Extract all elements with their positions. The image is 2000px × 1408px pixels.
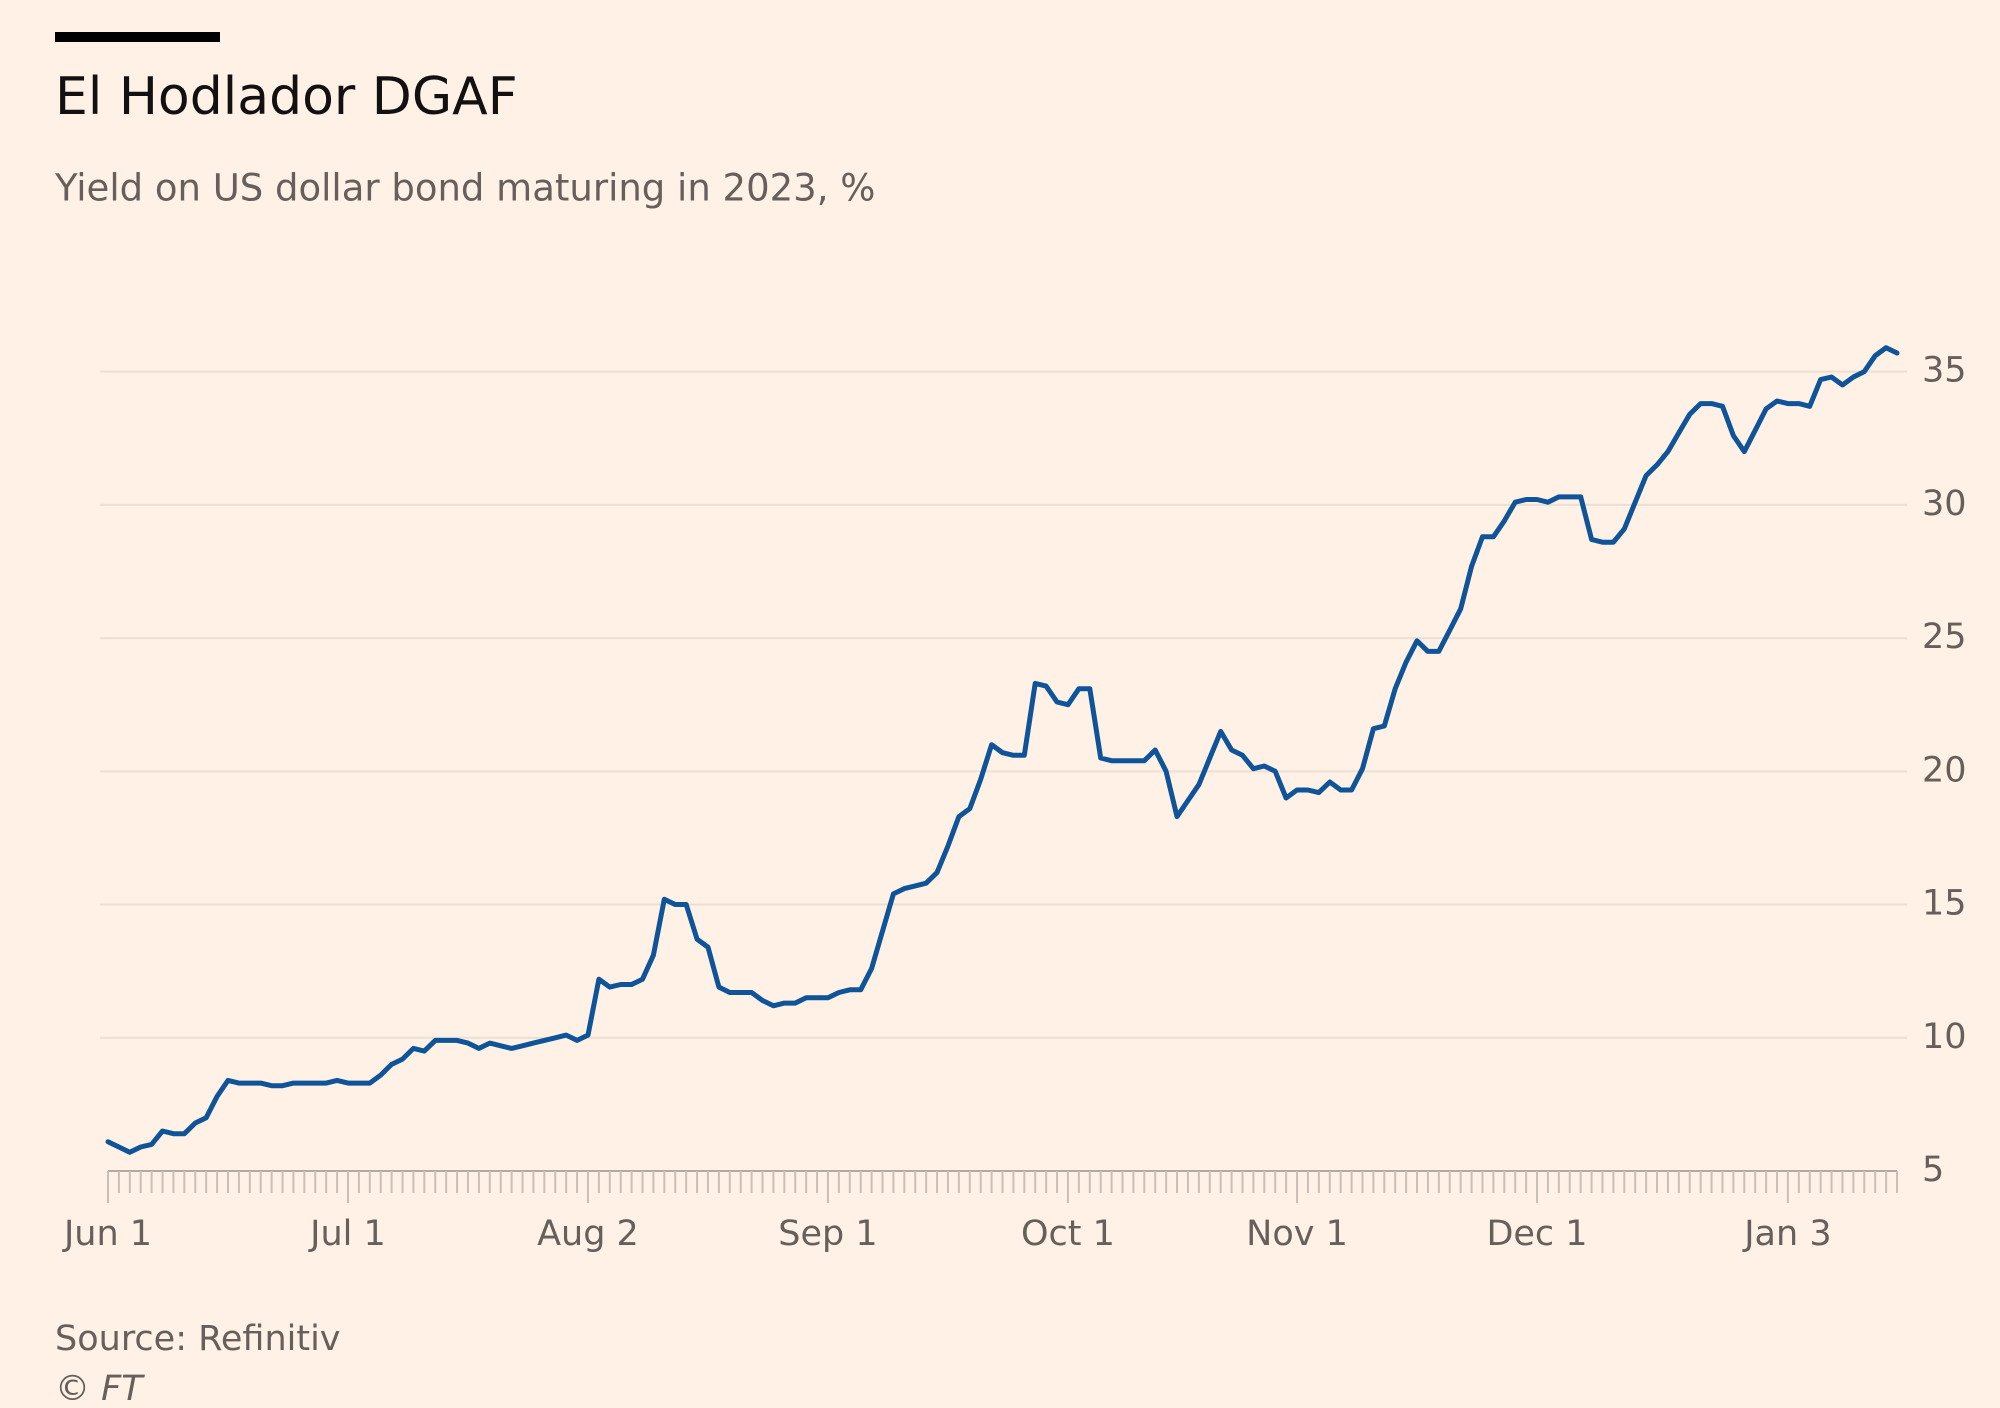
chart-subtitle: Yield on US dollar bond maturing in 2023…: [54, 167, 875, 210]
title-bar: [55, 32, 220, 42]
y-tick-label: 30: [1922, 484, 1967, 524]
y-tick-label: 35: [1922, 351, 1967, 391]
chart-title: El Hodlador DGAF: [55, 67, 518, 127]
x-tick-label: Sep 1: [778, 1214, 877, 1254]
x-tick-label: Jan 3: [1742, 1214, 1831, 1254]
y-tick-label: 10: [1922, 1017, 1967, 1057]
x-tick-label: Jul 1: [308, 1214, 386, 1254]
y-tick-label: 20: [1922, 750, 1967, 790]
y-tick-label: 15: [1922, 884, 1967, 924]
x-tick-label: Aug 2: [537, 1214, 639, 1254]
y-tick-label: 25: [1922, 617, 1967, 657]
x-tick-label: Oct 1: [1021, 1214, 1115, 1254]
credit: © FT: [55, 1369, 145, 1408]
x-tick-label: Dec 1: [1486, 1214, 1587, 1254]
series-line: [105, 345, 1900, 1155]
x-tick-label: Jun 1: [62, 1214, 152, 1254]
source: Source: Refinitiv: [55, 1319, 341, 1359]
x-tick-label: Nov 1: [1246, 1214, 1348, 1254]
y-tick-label: 5: [1922, 1150, 1944, 1190]
